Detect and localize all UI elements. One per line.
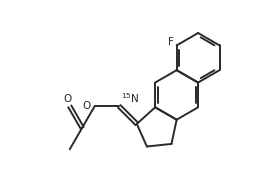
Text: O: O [63,94,72,104]
Text: $^{15}$N: $^{15}$N [121,91,139,105]
Text: F: F [168,37,174,47]
Text: O: O [83,101,91,111]
